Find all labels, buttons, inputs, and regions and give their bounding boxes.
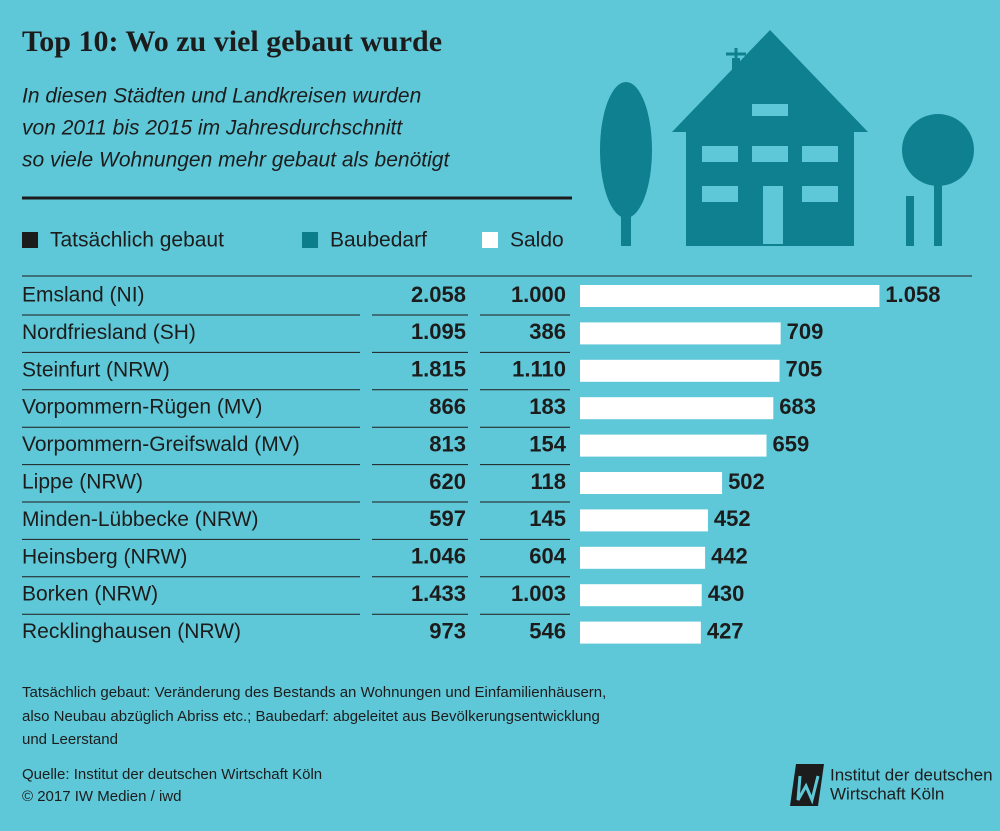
subtitle: von 2011 bis 2015 im Jahresdurchschnitt	[22, 117, 403, 140]
windows	[702, 104, 838, 244]
tree-trunk	[934, 170, 942, 246]
note: und Leerstand	[22, 731, 118, 748]
cell-value: 386	[529, 319, 566, 344]
bar-value: 430	[708, 581, 745, 606]
cell-value: 1.000	[511, 282, 566, 307]
bar	[580, 359, 780, 382]
logo-text: Institut der deutschen	[830, 765, 993, 784]
bar	[580, 322, 781, 345]
cell-value: 1.046	[411, 544, 466, 569]
cell-value: 620	[429, 469, 466, 494]
bar	[580, 546, 706, 569]
cell-value: 2.058	[411, 282, 466, 307]
cell-value: 1.110	[512, 357, 566, 382]
cell-value: 1.095	[411, 319, 466, 344]
legend-swatch	[302, 232, 318, 248]
cell-value: 973	[429, 618, 466, 643]
row-label: Borken (NRW)	[22, 583, 158, 606]
logo-text: Wirtschaft Köln	[830, 784, 944, 803]
row-label: Nordfriesland (SH)	[22, 321, 196, 344]
bar	[580, 621, 701, 644]
cell-value: 1.815	[411, 357, 466, 382]
bar-value: 502	[728, 469, 765, 494]
cell-value: 866	[429, 394, 466, 419]
source: © 2017 IW Medien / iwd	[22, 788, 181, 805]
row-label: Steinfurt (NRW)	[22, 358, 170, 381]
cell-value: 154	[529, 431, 566, 456]
chart-title: Top 10: Wo zu viel gebaut wurde	[22, 25, 442, 58]
bar-value: 442	[711, 544, 748, 569]
tree-trunk	[621, 200, 631, 246]
tree	[902, 114, 974, 186]
row-label: Lippe (NRW)	[22, 471, 143, 494]
bar	[580, 434, 767, 457]
source: Quelle: Institut der deutschen Wirtschaf…	[22, 766, 322, 783]
cell-value: 604	[529, 544, 566, 569]
bar	[580, 584, 702, 607]
bar	[580, 472, 723, 494]
cell-value: 1.433	[411, 581, 466, 606]
cell-value: 546	[529, 618, 566, 643]
note: also Neubau abzüglich Abriss etc.; Baube…	[22, 708, 600, 725]
bar-value: 427	[707, 618, 744, 643]
legend-swatch	[22, 232, 38, 248]
logo-mark	[796, 775, 820, 805]
bar-value: 709	[787, 319, 824, 344]
tree-trunk	[906, 196, 914, 246]
tree	[600, 82, 652, 218]
row-label: Recklinghausen (NRW)	[22, 620, 241, 643]
subtitle: In diesen Städten und Landkreisen wurden	[22, 85, 421, 108]
legend-label: Tatsächlich gebaut	[50, 229, 224, 252]
legend-label: Baubedarf	[330, 229, 427, 252]
cell-value: 118	[531, 469, 567, 494]
bar-value: 705	[786, 357, 823, 382]
cell-value: 597	[429, 506, 466, 531]
logo: Institut der deutschen Wirtschaft Köln	[790, 764, 993, 806]
bar-value: 452	[714, 506, 751, 531]
row-label: Vorpommern-Greifswald (MV)	[22, 433, 300, 456]
bar-value: 683	[779, 394, 816, 419]
row-label: Emsland (NI)	[22, 284, 145, 307]
cell-value: 813	[429, 431, 466, 456]
bar	[580, 285, 880, 307]
note: Tatsächlich gebaut: Veränderung des Best…	[22, 684, 606, 701]
roof	[672, 30, 868, 132]
cell-value: 183	[529, 394, 566, 419]
legend-swatch	[482, 232, 498, 248]
subtitle: so viele Wohnungen mehr gebaut als benöt…	[22, 149, 450, 172]
cell-value: 1.003	[511, 581, 566, 606]
bar-value: 659	[772, 431, 809, 456]
row-label: Heinsberg (NRW)	[22, 545, 187, 568]
legend-label: Saldo	[510, 229, 564, 252]
row-label: Vorpommern-Rügen (MV)	[22, 396, 262, 419]
bar	[580, 509, 708, 532]
bar	[580, 397, 774, 420]
row-label: Minden-Lübbecke (NRW)	[22, 508, 259, 531]
cell-value: 145	[529, 506, 566, 531]
bar-value: 1.058	[885, 282, 940, 307]
